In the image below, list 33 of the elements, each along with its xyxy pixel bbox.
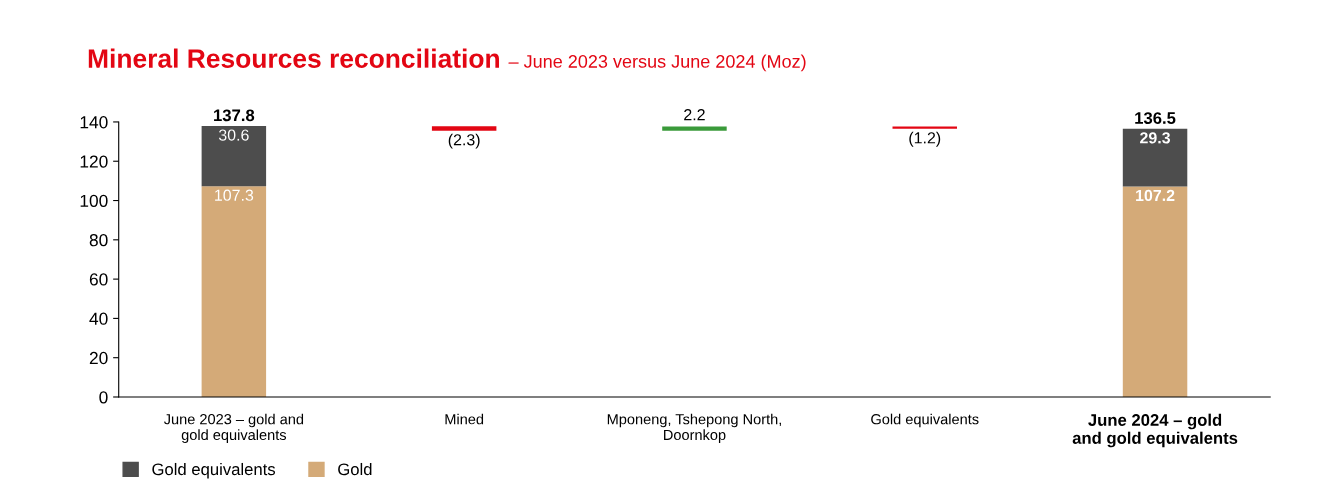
y-tick-label: 140 — [80, 116, 108, 129]
x-tick-label: Mined — [445, 413, 484, 425]
y-tick-label: 60 — [89, 273, 108, 286]
y-tick-label: 80 — [89, 233, 108, 247]
bar — [431, 126, 497, 131]
data-label: 2.2 — [684, 109, 705, 121]
legend-label: Gold — [338, 462, 372, 476]
bar — [1122, 128, 1188, 187]
chart-title: Mineral Resources reconciliation — [88, 48, 499, 68]
total-label: 137.8 — [214, 109, 255, 122]
data-label: 107.3 — [215, 189, 254, 201]
data-label: (1.2) — [909, 131, 941, 147]
legend-label: Gold equivalents — [152, 462, 276, 479]
y-tick-label: 40 — [89, 312, 108, 325]
y-tick-label: 0 — [99, 391, 108, 404]
bar — [1122, 186, 1188, 397]
x-tick-label: June 2024 – gold and gold equivalents — [1072, 413, 1238, 448]
bar — [201, 186, 267, 397]
bar — [201, 126, 267, 187]
data-label: 29.3 — [1140, 132, 1171, 144]
data-label: 30.6 — [218, 129, 249, 141]
y-tick-label: 100 — [80, 194, 108, 207]
data-label: 107.2 — [1136, 189, 1175, 202]
bar — [892, 126, 957, 129]
y-tick-label: 120 — [80, 155, 108, 168]
x-tick-label: Mponeng, Tshepong North, Doornkop — [607, 413, 781, 443]
y-tick-label: 20 — [89, 351, 108, 365]
x-tick-label: Gold equivalents — [871, 413, 979, 428]
bar — [662, 126, 727, 131]
total-label: 136.5 — [1135, 112, 1176, 124]
data-label: (2.3) — [448, 133, 480, 149]
chart-subtitle: – June 2023 versus June 2024 (Moz) — [508, 54, 806, 72]
x-tick-label: June 2023 – gold and gold equivalents — [163, 413, 304, 443]
